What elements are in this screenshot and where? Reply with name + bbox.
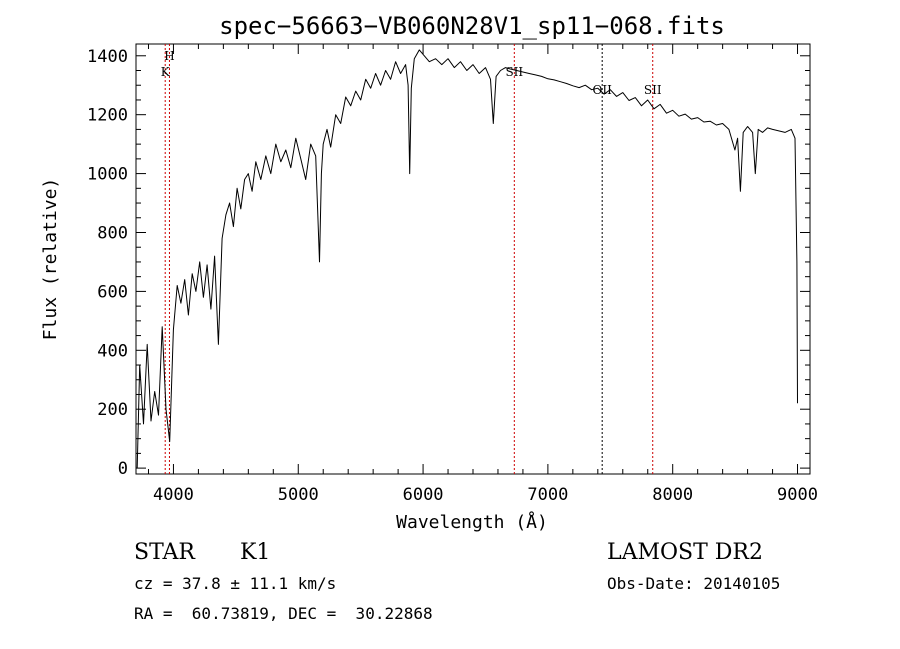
object-subclass: K1	[240, 540, 271, 565]
obs-date: Obs-Date: 20140105	[607, 574, 781, 593]
y-tick-label: 800	[97, 223, 128, 243]
x-tick-label: 9000	[777, 485, 818, 505]
y-tick-label: 0	[118, 459, 128, 479]
x-axis-ticks: 4000 5000 6000 7000 8000 9000	[147, 44, 818, 505]
marker-label: H	[164, 49, 174, 63]
marker-label: OII	[593, 83, 613, 97]
spectrum-line	[136, 49, 798, 469]
marker-label: SII	[505, 65, 523, 79]
marker-label: K	[161, 65, 171, 79]
y-tick-label: 1400	[87, 47, 128, 67]
object-class: STAR	[134, 540, 195, 565]
plot-frame	[135, 43, 811, 475]
marker-label: SII	[644, 83, 662, 97]
y-tick-label: 1200	[87, 106, 128, 126]
x-tick-label: 7000	[527, 485, 568, 505]
y-tick-label: 400	[97, 341, 128, 361]
x-tick-label: 4000	[153, 485, 194, 505]
survey-name: LAMOST DR2	[607, 540, 763, 565]
y-axis-label: Flux (relative)	[40, 178, 61, 341]
y-tick-label: 600	[97, 282, 128, 302]
coordinates: RA = 60.73819, DEC = 30.22868	[134, 604, 433, 623]
y-tick-label: 1000	[87, 165, 128, 185]
x-axis-label: Wavelength (Å)	[396, 511, 548, 533]
x-tick-label: 8000	[652, 485, 693, 505]
redshift-info: cz = 37.8 ± 11.1 km/s	[134, 574, 337, 593]
spectrum-series	[136, 49, 798, 469]
x-tick-label: 5000	[278, 485, 319, 505]
y-axis-ticks: 0 200 400 600 800 1000 1200 1400	[87, 47, 810, 479]
x-tick-label: 6000	[403, 485, 444, 505]
chart-title: spec−56663−VB060N28V1_sp11−068.fits	[219, 12, 725, 40]
y-tick-label: 200	[97, 400, 128, 420]
